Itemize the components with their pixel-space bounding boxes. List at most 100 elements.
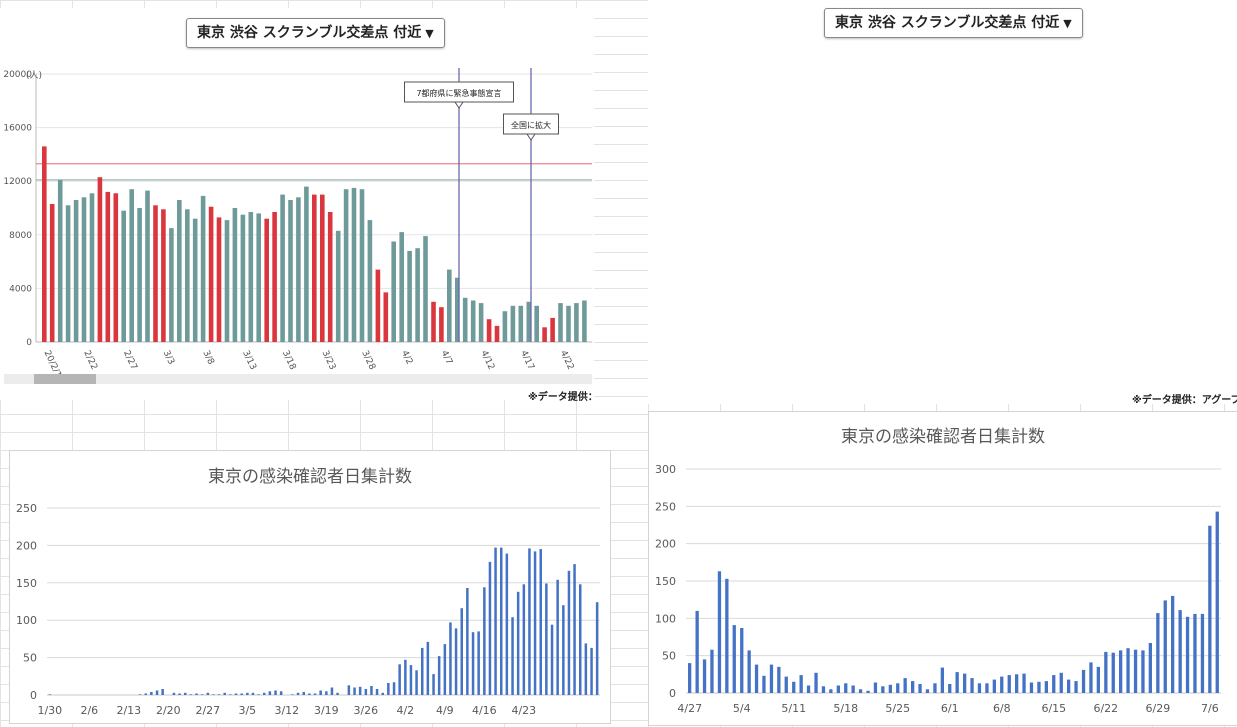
cases-bar bbox=[505, 553, 509, 695]
chevron-down-icon: ▼ bbox=[1063, 17, 1072, 30]
traffic-bar bbox=[486, 319, 492, 342]
cases-bar bbox=[234, 693, 238, 695]
y-tick-label: 0 bbox=[669, 687, 676, 700]
cases-bar bbox=[178, 693, 181, 695]
cases-bar bbox=[471, 632, 475, 695]
cases-bar bbox=[933, 683, 937, 693]
traffic-bar bbox=[462, 297, 468, 342]
cases-bar bbox=[263, 692, 266, 695]
x-tick-label: 3/12 bbox=[274, 704, 299, 717]
cases-bar bbox=[1163, 600, 1167, 693]
cases-bar bbox=[1171, 595, 1175, 693]
cases-bar bbox=[1133, 649, 1138, 693]
traffic-bar bbox=[137, 208, 142, 342]
location-dropdown[interactable]: 東京 渋谷 スクランブル交差点 付近 ▼ bbox=[824, 8, 1083, 38]
x-tick-label: 3/28 bbox=[359, 349, 377, 372]
cases-bar bbox=[963, 673, 967, 693]
cases-bar bbox=[539, 549, 542, 695]
cases-bar bbox=[404, 659, 407, 695]
y-tick-label: 0 bbox=[30, 689, 37, 702]
traffic-bar bbox=[335, 230, 341, 342]
x-tick-label: 6/1 bbox=[941, 702, 959, 715]
y-tick-label: 0 bbox=[26, 338, 32, 348]
chart-title: 東京の感染確認者日集計数 bbox=[208, 467, 412, 487]
x-tick-label: 4/17 bbox=[518, 349, 536, 372]
traffic-bar bbox=[304, 186, 309, 342]
y-tick-label: 150 bbox=[16, 577, 37, 590]
traffic-bar bbox=[327, 212, 333, 342]
y-tick-label: 300 bbox=[655, 463, 676, 476]
annotation-pointer bbox=[454, 101, 464, 109]
cases-bar bbox=[449, 622, 452, 695]
y-tick-label: 100 bbox=[16, 614, 37, 627]
cases-bar bbox=[1089, 662, 1093, 693]
cases-bar bbox=[1215, 511, 1219, 693]
cases-bar bbox=[246, 692, 249, 695]
traffic-bar bbox=[65, 205, 71, 342]
cases-bar bbox=[1104, 651, 1108, 693]
traffic-bar bbox=[367, 220, 373, 342]
traffic-bar bbox=[224, 220, 230, 342]
cases-bar bbox=[799, 675, 803, 693]
cases-bar bbox=[836, 685, 840, 693]
cases-bar bbox=[279, 691, 283, 695]
x-tick-label: 5/25 bbox=[885, 702, 910, 715]
traffic-bar bbox=[264, 218, 269, 342]
traffic-bar bbox=[582, 300, 587, 342]
y-tick-label: 50 bbox=[662, 650, 676, 663]
cases-bar bbox=[1081, 669, 1086, 693]
cases-bar bbox=[1111, 652, 1115, 693]
traffic-bar bbox=[240, 214, 246, 342]
traffic-bar bbox=[288, 200, 293, 342]
traffic-bar bbox=[566, 305, 571, 342]
traffic-bar bbox=[153, 205, 158, 342]
cases-bar bbox=[695, 610, 699, 693]
cases-bar bbox=[291, 694, 294, 695]
traffic-bar bbox=[447, 269, 452, 342]
cases-bar bbox=[925, 689, 930, 693]
cases-bar bbox=[1029, 682, 1034, 693]
x-tick-label: 4/2 bbox=[396, 704, 414, 717]
cases-bar bbox=[896, 683, 900, 693]
cases-bar-chart-svg: 東京の感染確認者日集計数 0 50 100 150 200 250 1/30 2/6 2/13 2/… bbox=[16, 467, 600, 717]
cases-chart-apr-jul: 東京の感染確認者日集計数 0 50 100 150 200 250 300 4/27 5/4 5/1… bbox=[648, 411, 1237, 726]
location-dropdown[interactable]: 東京 渋谷 スクランブル交差点 付近 ▼ bbox=[186, 18, 445, 48]
x-tick-label: 5/4 bbox=[733, 702, 751, 715]
cases-bar bbox=[1208, 525, 1212, 693]
y-tick-label: 8000 bbox=[9, 231, 32, 241]
cases-bar bbox=[330, 687, 334, 695]
cases-bar bbox=[206, 692, 210, 695]
cases-bar bbox=[590, 647, 593, 695]
y-tick-label: 16000 bbox=[3, 124, 32, 134]
timeline-scrollbar bbox=[4, 374, 592, 384]
traffic-bar bbox=[312, 194, 317, 342]
cases-bar bbox=[370, 686, 373, 695]
cases-bar bbox=[806, 685, 811, 693]
x-tick-label: 3/3 bbox=[161, 349, 176, 366]
cases-bar bbox=[567, 570, 571, 695]
traffic-bar-chart-svg: 040008000120001600020000(人)4/275/25/75/1… bbox=[648, 0, 1237, 404]
traffic-bar bbox=[216, 217, 222, 342]
x-tick-label: 3/13 bbox=[240, 349, 258, 372]
data-credit: ※データ提供：アグープ bbox=[1132, 395, 1237, 406]
cases-bar bbox=[240, 693, 243, 695]
x-tick-label: 1/30 bbox=[37, 704, 62, 717]
traffic-bar bbox=[383, 292, 389, 342]
cases-bar bbox=[1022, 673, 1026, 693]
cases-bar bbox=[511, 617, 514, 695]
x-tick-label: 4/7 bbox=[439, 349, 454, 366]
x-tick-label: 2/27 bbox=[121, 349, 139, 372]
cases-bar bbox=[1141, 650, 1145, 693]
cases-bar bbox=[1185, 616, 1190, 693]
x-tick-label: 3/23 bbox=[320, 349, 338, 372]
traffic-bar bbox=[89, 193, 95, 342]
y-unit-label: (人) bbox=[26, 70, 42, 81]
x-tick-label: 6/29 bbox=[1145, 702, 1170, 715]
cases-bar bbox=[573, 564, 576, 695]
cases-bar bbox=[732, 625, 736, 693]
location-dropdown-label: 東京 渋谷 スクランブル交差点 付近 bbox=[835, 15, 1060, 31]
cases-bar bbox=[313, 693, 317, 695]
cases-bar bbox=[814, 672, 818, 693]
cases-bar bbox=[844, 683, 848, 693]
cases-bar bbox=[1126, 648, 1130, 693]
